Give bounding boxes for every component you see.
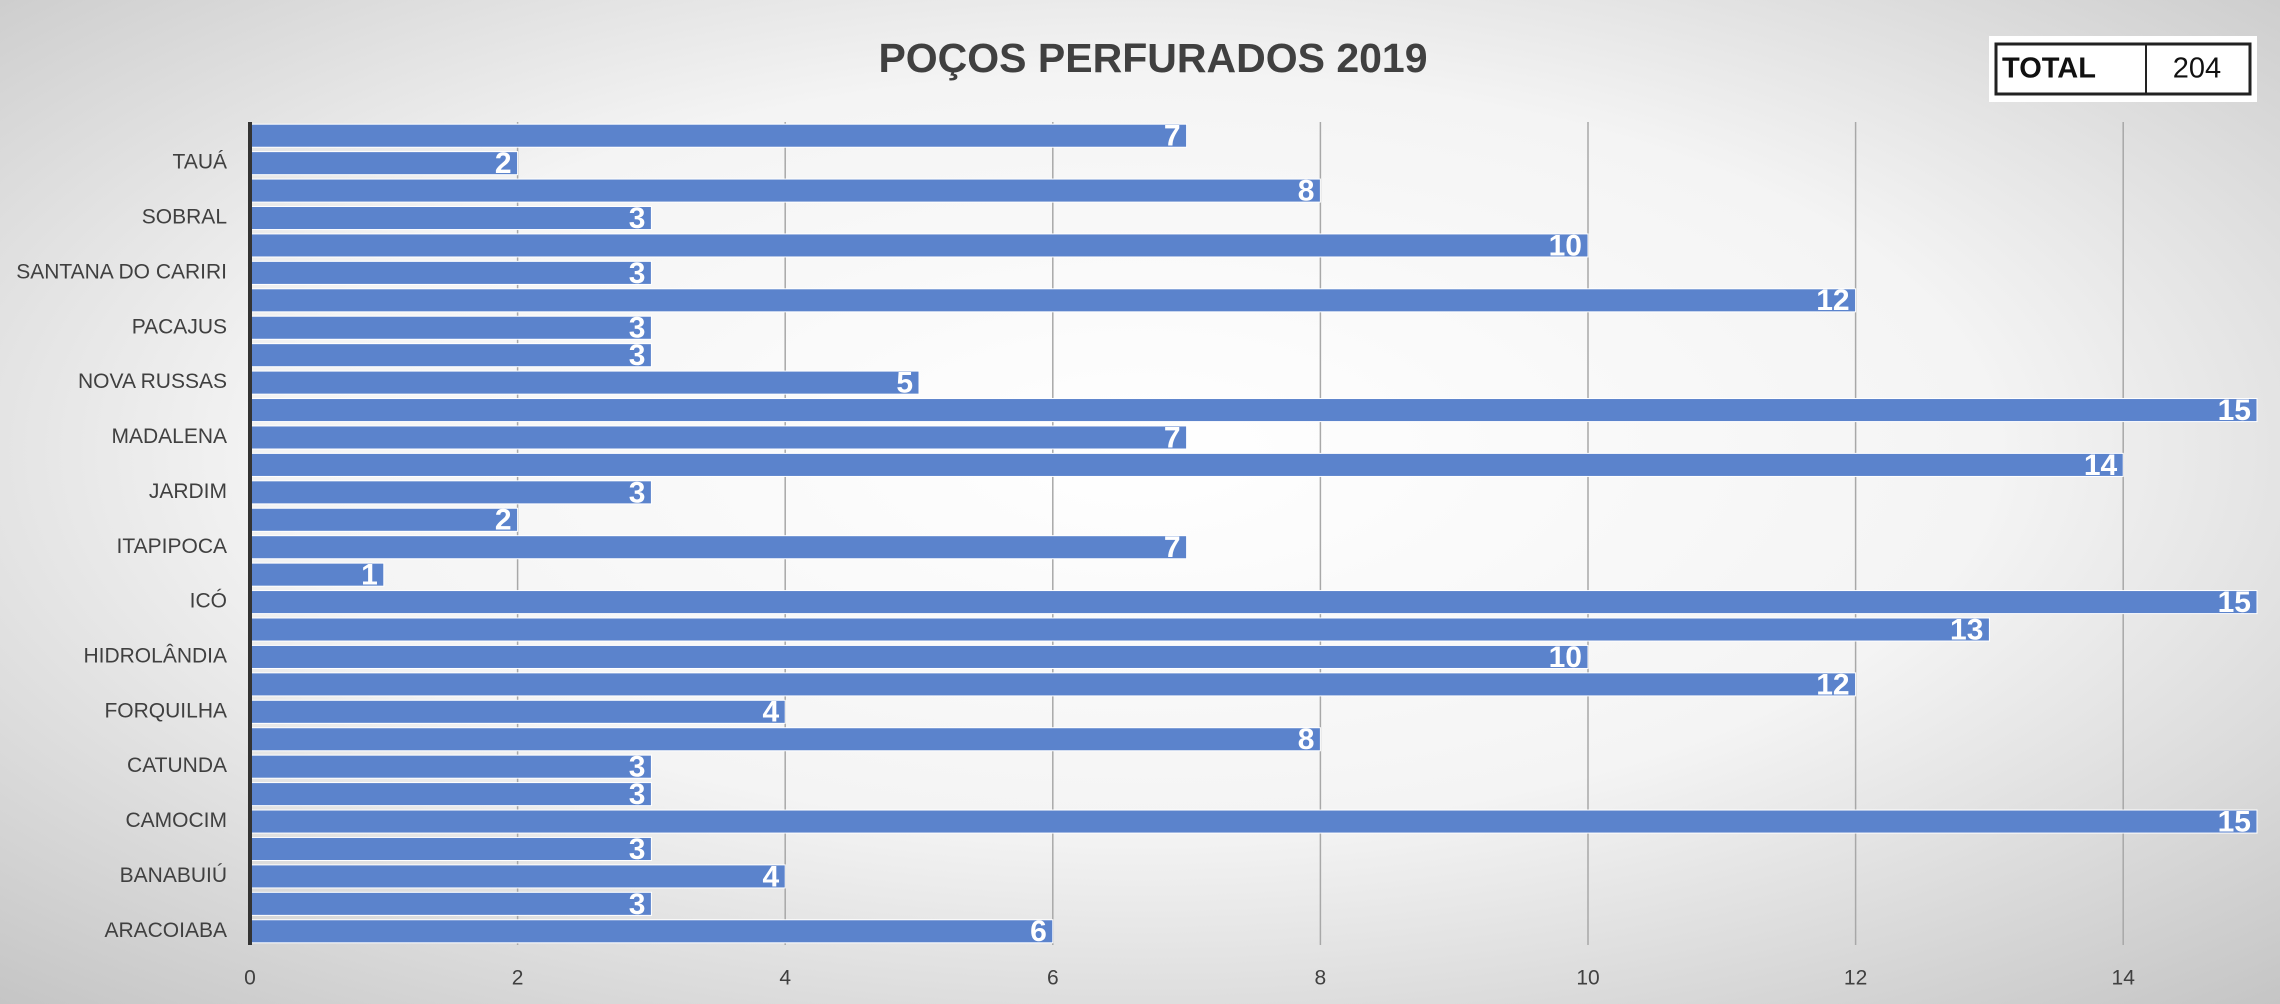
bar — [249, 782, 652, 807]
y-tick-label: CAMOCIM — [126, 809, 228, 832]
value-label: 12 — [1816, 668, 1849, 701]
bar — [249, 452, 2124, 477]
bar — [249, 809, 2258, 834]
y-tick-label: MADALENA — [111, 425, 227, 448]
bar — [249, 507, 519, 532]
value-label: 4 — [763, 696, 780, 729]
y-tick-label: ARACOIABA — [104, 919, 227, 942]
bar — [249, 836, 652, 862]
bar — [249, 754, 652, 779]
value-label: 8 — [1298, 723, 1315, 756]
value-label: 3 — [629, 751, 646, 784]
bar — [249, 919, 1054, 944]
x-tick-label: 12 — [1844, 967, 1867, 990]
bar — [249, 260, 652, 285]
bar — [249, 205, 652, 231]
value-label: 3 — [629, 312, 646, 345]
value-label: 7 — [1164, 421, 1181, 454]
y-tick-label: HIDROLÂNDIA — [83, 644, 227, 667]
bar — [249, 891, 652, 916]
bar — [249, 123, 1188, 148]
total-value: 204 — [2173, 53, 2221, 85]
value-label: 12 — [1816, 284, 1849, 317]
bar — [249, 151, 519, 176]
bar — [249, 288, 1857, 313]
value-label: 15 — [2218, 394, 2251, 427]
value-label: 13 — [1950, 613, 1983, 646]
y-tick-label: TAUÁ — [173, 151, 227, 174]
bar — [249, 672, 1857, 697]
value-label: 1 — [361, 559, 378, 592]
x-tick-label: 2 — [512, 967, 524, 990]
value-label: 14 — [2084, 449, 2118, 482]
total-border — [1994, 42, 2252, 96]
total-box — [1989, 36, 2257, 102]
x-tick-label: 6 — [1047, 967, 1059, 990]
value-label: 8 — [1298, 175, 1315, 208]
value-label: 3 — [629, 339, 646, 372]
value-label: 3 — [629, 202, 646, 235]
value-label: 3 — [629, 833, 646, 866]
chart-title: POÇOS PERFURADOS 2019 — [878, 35, 1427, 81]
value-label: 6 — [1030, 915, 1047, 948]
y-tick-label: BANABUIÚ — [120, 864, 227, 887]
value-label: 2 — [495, 147, 512, 180]
value-label: 10 — [1549, 229, 1582, 262]
bar — [249, 343, 652, 368]
bar — [249, 590, 2258, 615]
value-label: 15 — [2218, 586, 2251, 619]
bar — [249, 233, 1589, 258]
y-tick-label: JARDIM — [149, 480, 227, 503]
bar — [249, 370, 920, 395]
value-label: 7 — [1164, 531, 1181, 564]
value-label: 15 — [2218, 805, 2251, 838]
value-label: 3 — [629, 778, 646, 811]
y-tick-label: ICÓ — [190, 590, 227, 613]
bar — [249, 617, 1990, 642]
value-label: 10 — [1549, 641, 1582, 674]
value-label: 2 — [495, 504, 512, 537]
total-label: TOTAL — [2002, 53, 2096, 85]
x-tick-label: 0 — [244, 967, 256, 990]
value-label: 7 — [1164, 120, 1181, 153]
value-label: 4 — [763, 860, 780, 893]
value-label: 3 — [629, 257, 646, 290]
x-tick-label: 14 — [2112, 967, 2136, 990]
y-tick-label: FORQUILHA — [104, 699, 227, 722]
value-label: 3 — [629, 476, 646, 509]
bar — [249, 480, 652, 505]
bar — [249, 727, 1321, 752]
x-tick-label: 8 — [1315, 967, 1327, 990]
bar — [249, 535, 1188, 560]
y-tick-label: NOVA RUSSAS — [78, 370, 227, 393]
value-label: 3 — [629, 888, 646, 921]
x-tick-label: 4 — [779, 967, 791, 990]
x-tick-label: 10 — [1576, 967, 1599, 990]
bar — [249, 425, 1188, 450]
bar — [249, 398, 2258, 423]
bar — [249, 699, 786, 724]
bar — [249, 864, 786, 889]
bar — [249, 315, 652, 340]
value-label: 5 — [896, 367, 913, 400]
y-tick-label: ITAPIPOCA — [117, 535, 227, 558]
y-tick-label: CATUNDA — [127, 754, 227, 777]
y-tick-label: SANTANA DO CARIRI — [16, 260, 227, 283]
y-tick-label: SOBRAL — [142, 206, 227, 229]
y-tick-label: PACAJUS — [132, 315, 227, 338]
bar — [249, 644, 1589, 669]
bar — [249, 178, 1321, 203]
